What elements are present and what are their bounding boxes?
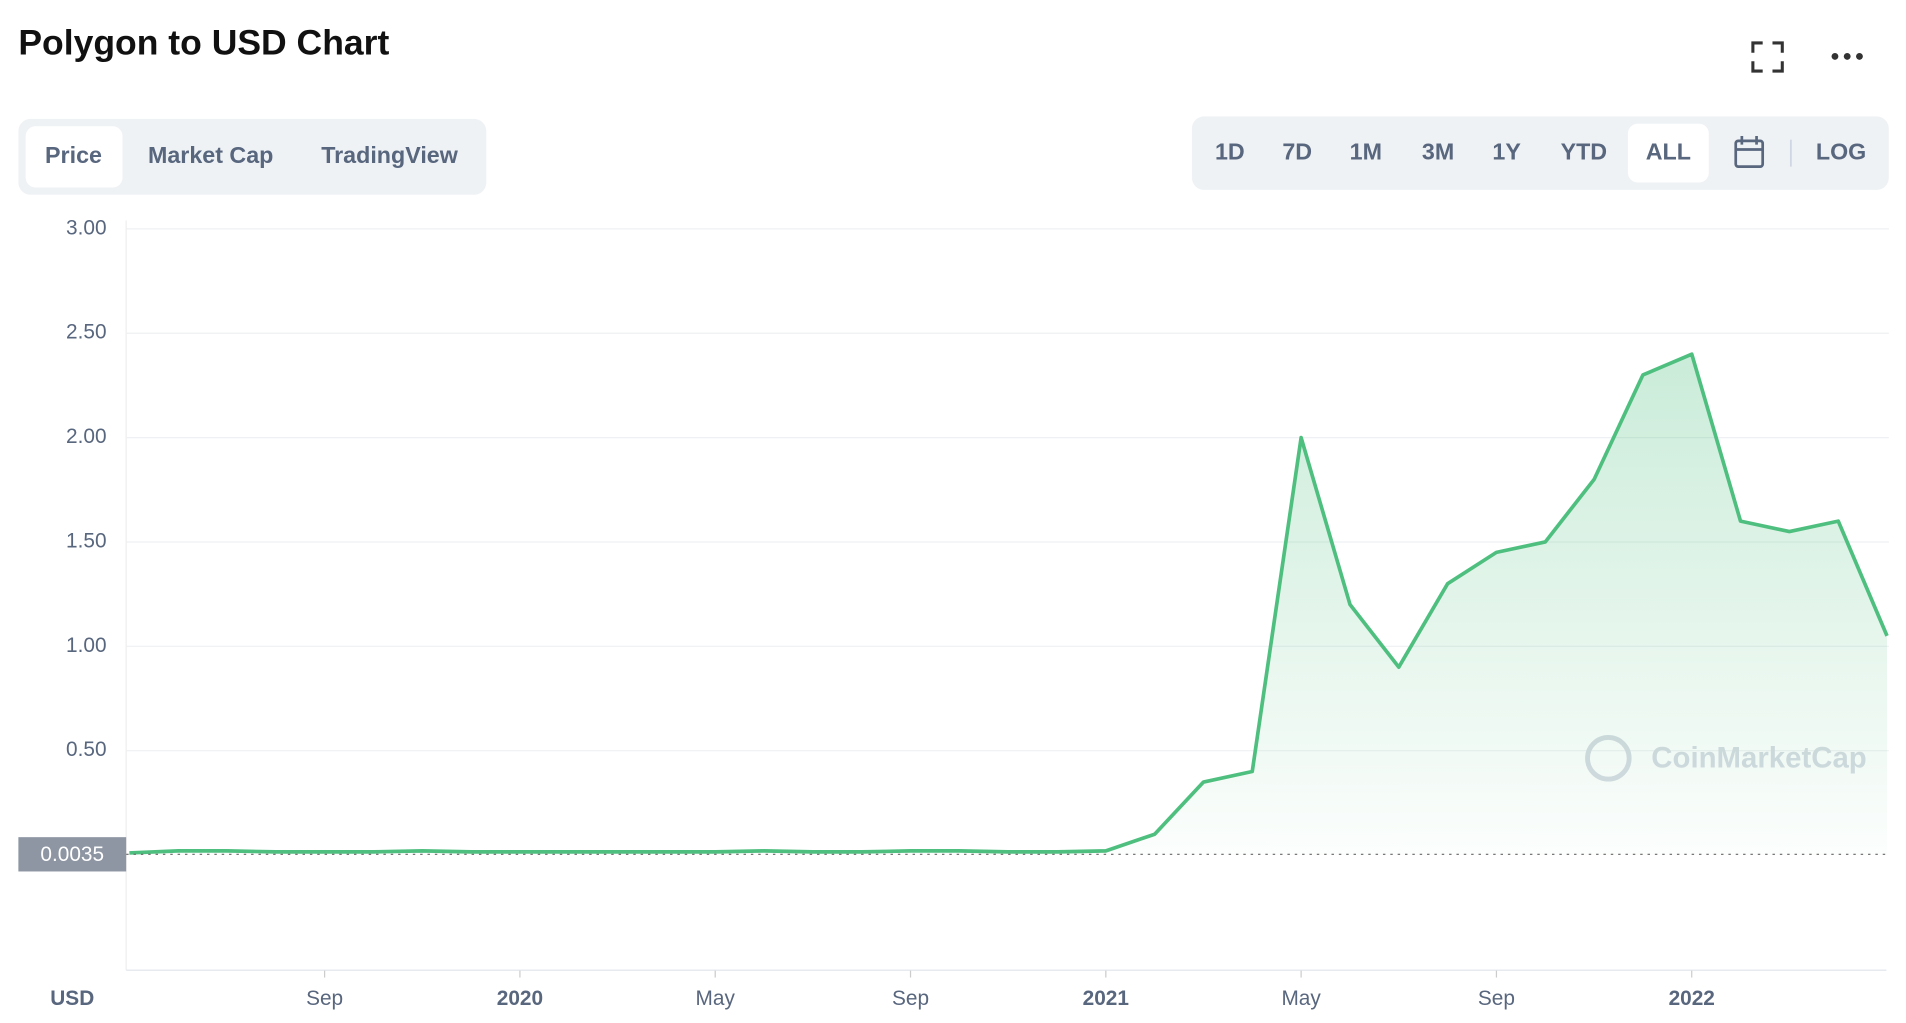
range-button[interactable]: ALL [1646, 138, 1691, 164]
price-line [129, 352, 1889, 855]
x-tick-label: Sep [892, 987, 929, 1010]
range-button[interactable]: 3M [1422, 138, 1454, 164]
range-bar [1191, 116, 1889, 190]
y-tick-label: 3.00 [66, 216, 107, 239]
y-tick-label: 0.50 [66, 738, 107, 761]
range-button[interactable]: 1D [1215, 138, 1245, 164]
log-button[interactable]: LOG [1816, 138, 1866, 164]
range-button[interactable]: 1M [1350, 138, 1382, 164]
x-tick-label: May [1281, 987, 1321, 1010]
marker-label: 0.0035 [40, 843, 104, 866]
x-tick-label: 2022 [1669, 987, 1715, 1010]
x-tick-label: 2021 [1083, 987, 1129, 1010]
range-button[interactable]: 7D [1282, 138, 1312, 164]
axis-unit: USD [50, 987, 94, 1010]
tab-active [25, 126, 123, 188]
x-tick-label: 2020 [497, 987, 543, 1010]
tab[interactable]: Price [45, 142, 102, 168]
x-tick-label: Sep [1478, 987, 1515, 1010]
x-tick-label: May [696, 987, 736, 1010]
y-tick-label: 2.00 [66, 425, 107, 448]
fullscreen-icon[interactable] [1751, 41, 1784, 73]
range-active [1627, 123, 1709, 183]
y-tick-label: 1.50 [66, 529, 107, 552]
x-tick-label: Sep [306, 987, 343, 1010]
marker-box [18, 837, 127, 872]
y-tick-label: 2.50 [66, 321, 107, 344]
range-button[interactable]: YTD [1561, 138, 1608, 164]
tab-bar [18, 118, 487, 195]
range-button[interactable]: 1Y [1492, 138, 1521, 164]
tab[interactable]: Market Cap [148, 142, 273, 168]
more-icon[interactable] [1831, 52, 1863, 60]
title: Polygon to USD Chart [18, 23, 389, 63]
tab[interactable]: TradingView [321, 142, 459, 168]
y-tick-label: 1.00 [66, 634, 107, 657]
area [129, 354, 1888, 856]
calendar-icon[interactable] [1734, 136, 1765, 168]
